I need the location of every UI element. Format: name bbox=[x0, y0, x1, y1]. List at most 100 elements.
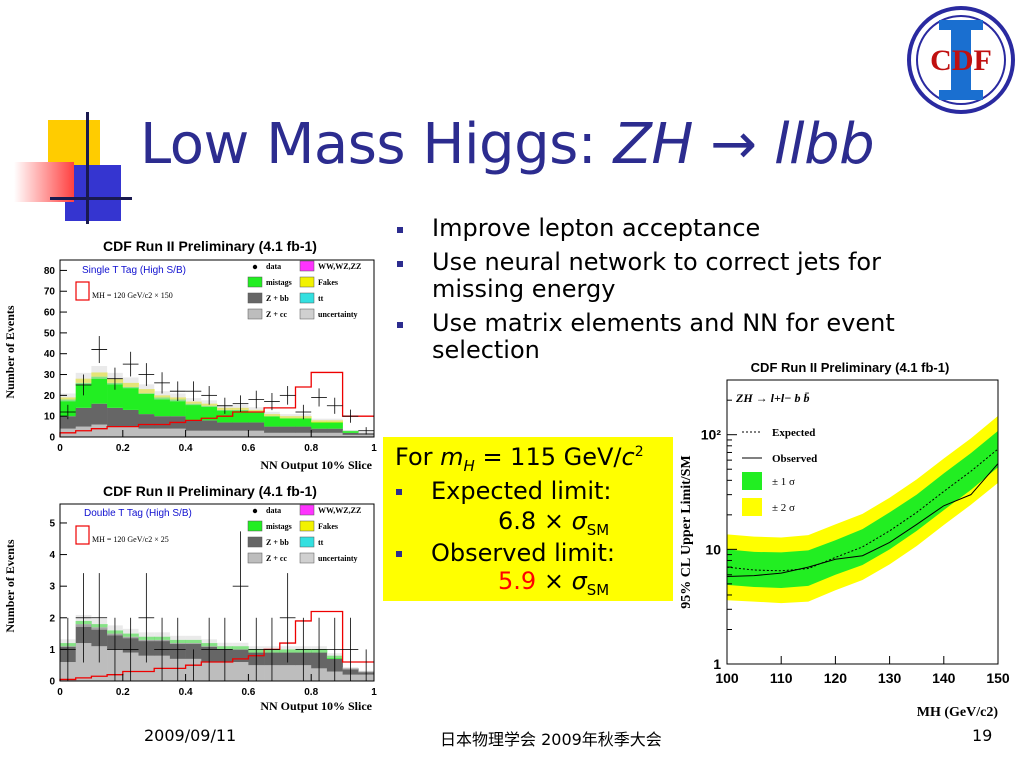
stack-bar bbox=[232, 409, 249, 423]
stack-bar bbox=[264, 432, 281, 437]
stack-bar bbox=[342, 432, 359, 435]
expected-line bbox=[726, 448, 999, 572]
stack-bar bbox=[185, 420, 202, 431]
stack-bar bbox=[122, 426, 139, 437]
y-axis-label: Number of Events bbox=[3, 539, 17, 632]
plot-frame bbox=[59, 503, 375, 682]
page-title: Low Mass Higgs: ZH → llbb bbox=[140, 112, 875, 177]
uncertainty-band bbox=[122, 377, 139, 389]
x-tick-label: 0.2 bbox=[116, 687, 130, 698]
stack-bar bbox=[138, 655, 155, 681]
x-tick-label: 0.6 bbox=[241, 443, 255, 454]
expected-limit-value: 6.8 × σSM bbox=[498, 507, 610, 539]
x-tick-label: 110 bbox=[770, 670, 793, 686]
chart-subtitle: Double T Tag (High S/B) bbox=[84, 508, 192, 519]
stack-bar bbox=[91, 376, 108, 404]
chart-title: CDF Run II Preliminary (4.1 fb-1) bbox=[751, 360, 950, 375]
legend-swatch bbox=[742, 472, 762, 490]
uncertainty-band bbox=[185, 398, 202, 406]
x-tick-label: 150 bbox=[986, 670, 1010, 686]
stack-bar bbox=[295, 426, 312, 433]
stack-bar bbox=[295, 432, 312, 437]
stack-bar bbox=[232, 422, 249, 431]
legend-label: mistags bbox=[266, 522, 292, 531]
x-tick-label: 0 bbox=[57, 687, 63, 698]
legend-swatch bbox=[247, 552, 263, 564]
signal-label: MH = 120 GeV/c2 × 25 bbox=[92, 535, 169, 544]
stack-bar bbox=[264, 426, 281, 433]
bullet-item: Improve lepton acceptance bbox=[395, 215, 955, 242]
uncertainty-band bbox=[248, 407, 265, 413]
slide-number: 19 bbox=[972, 726, 993, 745]
stack-bar bbox=[107, 426, 124, 437]
y-tick-label: 50 bbox=[44, 328, 56, 339]
stack-bar bbox=[154, 428, 171, 437]
legend-swatch bbox=[299, 552, 315, 564]
legend-label: WW,WZ,ZZ bbox=[318, 506, 361, 515]
legend-label: tt bbox=[318, 538, 324, 547]
x-tick-label: 0.4 bbox=[179, 443, 193, 454]
legend-label: Observed bbox=[772, 453, 817, 465]
legend-label: ± 2 σ bbox=[772, 502, 795, 514]
histogram-double-tag: CDF Run II Preliminary (4.1 fb-1) Number… bbox=[3, 483, 377, 713]
stack-bar bbox=[279, 418, 296, 427]
y-tick-label: 0 bbox=[49, 677, 55, 688]
x-tick-label: 1 bbox=[371, 443, 377, 454]
legend-swatch bbox=[742, 498, 762, 516]
y-tick-label: 10 bbox=[44, 412, 56, 423]
cdf-logo-icon: CDF bbox=[907, 6, 1015, 114]
stack-bar bbox=[75, 426, 92, 437]
x-tick-label: 0.8 bbox=[304, 443, 318, 454]
legend-swatch bbox=[299, 292, 315, 304]
stack-bar bbox=[138, 428, 155, 437]
y-tick-label: 20 bbox=[44, 391, 56, 402]
x-tick-label: 0.4 bbox=[179, 687, 193, 698]
stack-bar bbox=[122, 387, 139, 410]
legend-label: ± 1 σ bbox=[772, 476, 795, 488]
footer-date: 2009/09/11 bbox=[144, 726, 237, 745]
legend-label: data bbox=[266, 506, 281, 515]
stack-bar bbox=[358, 434, 375, 437]
bullet-item: Use matrix elements and NN for event sel… bbox=[395, 310, 932, 364]
y-tick-label: 3 bbox=[49, 582, 55, 593]
uncertainty-band bbox=[138, 384, 155, 394]
bullet-item: Use neural network to correct jets for m… bbox=[395, 249, 912, 303]
stack-bar bbox=[326, 422, 343, 429]
x-tick-label: 0 bbox=[57, 443, 63, 454]
legend-label: uncertainty bbox=[318, 310, 358, 319]
stack-bar bbox=[279, 432, 296, 437]
stack-bar bbox=[169, 399, 186, 417]
y-tick-label: 1 bbox=[713, 656, 721, 672]
y-tick-label: 40 bbox=[44, 349, 56, 360]
legend-label: mistags bbox=[266, 278, 292, 287]
legend-label: Z + bb bbox=[266, 538, 289, 547]
uncertainty-band bbox=[264, 411, 280, 417]
stack-bar bbox=[232, 430, 249, 437]
legend-marker bbox=[252, 508, 258, 514]
stack-bar bbox=[75, 407, 92, 427]
stack-bar bbox=[154, 397, 171, 417]
uncertainty-band bbox=[326, 418, 343, 423]
uncertainty-band bbox=[60, 393, 76, 402]
x-tick-label: 0.8 bbox=[304, 687, 318, 698]
stack-bar bbox=[248, 422, 265, 431]
stack-bar bbox=[201, 420, 218, 431]
stack-bar bbox=[138, 414, 155, 429]
stack-bar bbox=[154, 416, 171, 429]
x-tick-label: 130 bbox=[878, 670, 902, 686]
observed-line bbox=[726, 463, 999, 577]
x-axis-label: NN Output 10% Slice bbox=[260, 458, 372, 472]
stack-bar bbox=[342, 430, 359, 433]
stack-bar bbox=[185, 403, 202, 421]
legend-swatch bbox=[299, 520, 315, 532]
legend-label: Fakes bbox=[318, 522, 338, 531]
x-tick-label: 0.6 bbox=[241, 687, 255, 698]
y-tick-label: 30 bbox=[44, 370, 56, 381]
y-tick-label: 0 bbox=[49, 433, 55, 444]
legend-swatch bbox=[247, 292, 263, 304]
uncertainty-band bbox=[311, 418, 327, 423]
y-tick-label: 70 bbox=[44, 287, 56, 298]
legend-swatch bbox=[299, 260, 315, 272]
histogram-single-tag: CDF Run II Preliminary (4.1 fb-1) Number… bbox=[3, 238, 377, 472]
stack-bar bbox=[217, 430, 233, 437]
